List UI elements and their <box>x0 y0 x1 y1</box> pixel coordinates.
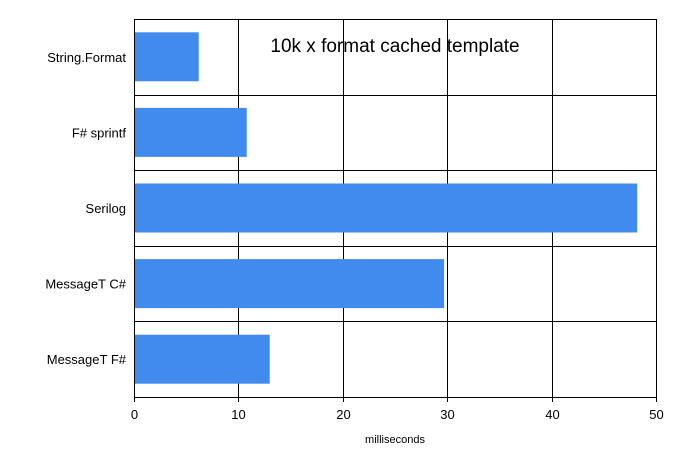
x-tick-label: 0 <box>131 407 138 422</box>
y-tick-label: MessageT F# <box>47 352 127 367</box>
x-tick-label: 20 <box>336 407 350 422</box>
x-tick-label: 30 <box>440 407 454 422</box>
bar-serilog <box>135 183 638 233</box>
bar-f-sprintf <box>135 107 247 157</box>
y-tick-labels: String.Format F# sprintf Serilog MessageT C… <box>45 50 126 367</box>
y-tick-label: MessageT C# <box>45 277 126 292</box>
y-tick-label: String.Format <box>47 50 126 65</box>
bar-messaget-c <box>135 259 445 309</box>
bars <box>135 32 638 384</box>
x-tick-labels: 0 10 20 30 40 50 <box>131 407 664 422</box>
bar-string-format <box>135 32 199 82</box>
chart-title: 10k x format cached template <box>270 36 519 57</box>
bar-messaget-f <box>135 334 270 384</box>
x-tick-label: 50 <box>649 407 663 422</box>
x-tick-label: 40 <box>545 407 559 422</box>
x-axis-label: milliseconds <box>365 434 425 446</box>
grid-lines <box>134 19 657 402</box>
y-tick-label: Serilog <box>86 201 126 216</box>
y-tick-label: F# sprintf <box>72 125 127 140</box>
x-tick-label: 10 <box>231 407 245 422</box>
